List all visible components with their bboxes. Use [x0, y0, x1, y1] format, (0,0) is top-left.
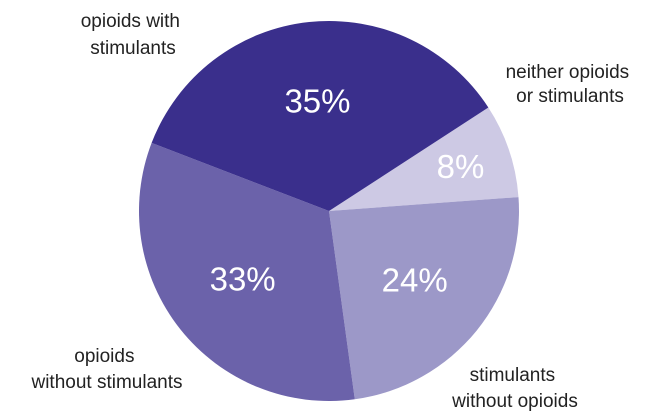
- pie-slice-opioids-with-stimulants: [151, 20, 489, 211]
- category-labels: neither opioids or stimulants stimulants…: [30, 11, 635, 412]
- pct-label-stimulants-without-opioids: 24%: [382, 261, 448, 298]
- pie-slice-neither: [329, 107, 519, 211]
- percentage-labels: 8% 24% 33% 35%: [210, 82, 485, 298]
- category-label-stimulants-without-opioids: stimulants without opioids: [451, 365, 578, 412]
- pct-label-opioids-without-stimulants: 33%: [210, 260, 276, 297]
- pct-label-neither: 8%: [437, 148, 485, 185]
- pie-slices: [138, 20, 519, 401]
- category-label-opioids-with-stimulants: opioids with stimulants: [81, 11, 186, 59]
- pie-slice-opioids-without-stimulants: [138, 142, 355, 401]
- pct-label-opioids-with-stimulants: 35%: [284, 82, 350, 119]
- category-label-neither: neither opioids or stimulants: [506, 62, 635, 107]
- category-label-opioids-without-stimulants: opioids without stimulants: [30, 346, 182, 393]
- pie-slice-stimulants-without-opioids: [329, 197, 519, 400]
